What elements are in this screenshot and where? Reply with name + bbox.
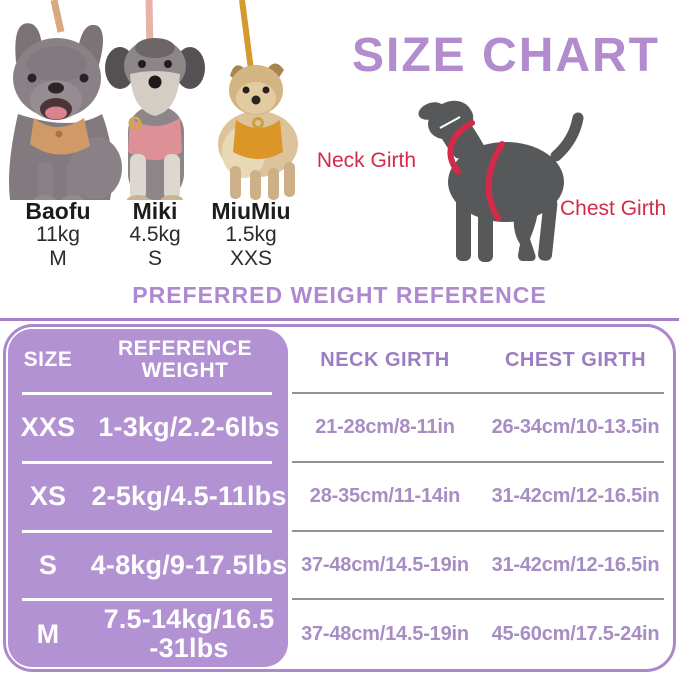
col-header-size: SIZE (23, 348, 73, 371)
chest-girth-line (485, 141, 505, 221)
cell-size: M (36, 618, 60, 649)
cell-weight: 4-8kg/9-17.5lbs (90, 549, 288, 580)
neck-girth-line (447, 120, 475, 175)
dog-size: M (49, 247, 67, 270)
dog-photo-miki (105, 38, 205, 200)
dog-size: XXS (229, 247, 273, 270)
panel-divider (22, 461, 272, 464)
table-row-s: S 4-8kg/9-17.5lbs 37-48cm/14.5-19in 31-4… (6, 531, 673, 599)
table-row-xxs: XXS 1-3kg/2.2-6lbs 21-28cm/8-11in 26-34c… (6, 393, 673, 462)
col-header-weight-text: REFERENCE WEIGHT (117, 337, 253, 382)
cell-neck: 21-28cm/8-11in (315, 416, 455, 438)
harness-miki (128, 118, 182, 160)
collar-highlight (439, 116, 461, 129)
dog-size: S (147, 247, 162, 270)
dog-weight: 4.5kg (129, 223, 181, 246)
cell-weight: 7.5-14kg/16.5 -31lbs (103, 604, 275, 663)
page-title: SIZE CHART (352, 29, 660, 82)
cell-chest: 31-42cm/12-16.5in (491, 553, 660, 576)
panel-divider (22, 392, 272, 395)
row-divider (292, 598, 664, 600)
col-header-chest: CHEST GIRTH (504, 348, 647, 371)
panel-divider (22, 598, 272, 601)
size-weight-panel (8, 329, 288, 667)
neck-girth-label: Neck Girth (316, 149, 416, 172)
dog-tail (550, 112, 584, 162)
dog-weight: 11kg (36, 223, 80, 246)
model-label-miki: Miki 4.5kg S (106, 199, 204, 270)
chest-girth-label: Chest Girth (560, 197, 667, 220)
col-header-neck: NECK GIRTH (320, 348, 450, 371)
model-label-baofu: Baofu 11kg M (6, 199, 110, 270)
dog-silhouette (418, 100, 564, 262)
model-dogs-photo (9, 0, 298, 200)
dog-measurement-diagram (418, 100, 584, 262)
cell-weight: 2-5kg/4.5-11lbs (91, 481, 287, 511)
cell-chest: 26-34cm/10-13.5in (491, 416, 660, 438)
weight-reference-heading: PREFERRED WEIGHT REFERENCE (132, 282, 547, 308)
harness-miumiu (233, 120, 283, 159)
cell-neck: 37-48cm/14.5-19in (301, 622, 469, 645)
panel-divider (22, 530, 272, 533)
model-label-miumiu: MiuMiu 1.5kg XXS (200, 199, 302, 270)
leash-baofu (50, 0, 65, 33)
col-header-weight: REFERENCE WEIGHT (90, 327, 280, 393)
cell-neck: 37-48cm/14.5-19in (301, 553, 469, 576)
cell-size: S (38, 549, 58, 580)
cell-size: XS (29, 481, 67, 511)
table-header-row: SIZE REFERENCE WEIGHT NECK GIRTH CHEST G… (6, 327, 673, 393)
dog-weight: 1.5kg (225, 223, 277, 246)
row-divider (292, 392, 664, 394)
dog-name: Miki (132, 198, 178, 224)
cell-size: XXS (20, 412, 76, 442)
table-row-xs: XS 2-5kg/4.5-11lbs 28-35cm/11-14in 31-42… (6, 462, 673, 531)
cell-weight: 1-3kg/2.2-6lbs (98, 412, 280, 442)
dog-photo-baofu (9, 23, 122, 200)
row-divider (292, 461, 664, 463)
table-row-m: M 7.5-14kg/16.5 -31lbs 37-48cm/14.5-19in… (6, 599, 673, 669)
cell-chest: 45-60cm/17.5-24in (491, 622, 660, 645)
heading-divider (0, 318, 679, 321)
dog-name: MiuMiu (211, 198, 291, 224)
dog-name: Baofu (25, 198, 91, 224)
cell-neck: 28-35cm/11-14in (309, 485, 461, 507)
cell-chest: 31-42cm/12-16.5in (491, 485, 660, 507)
dog-photo-miumiu (218, 63, 298, 200)
row-divider (292, 530, 664, 532)
size-reference-table: SIZE REFERENCE WEIGHT NECK GIRTH CHEST G… (3, 324, 676, 672)
